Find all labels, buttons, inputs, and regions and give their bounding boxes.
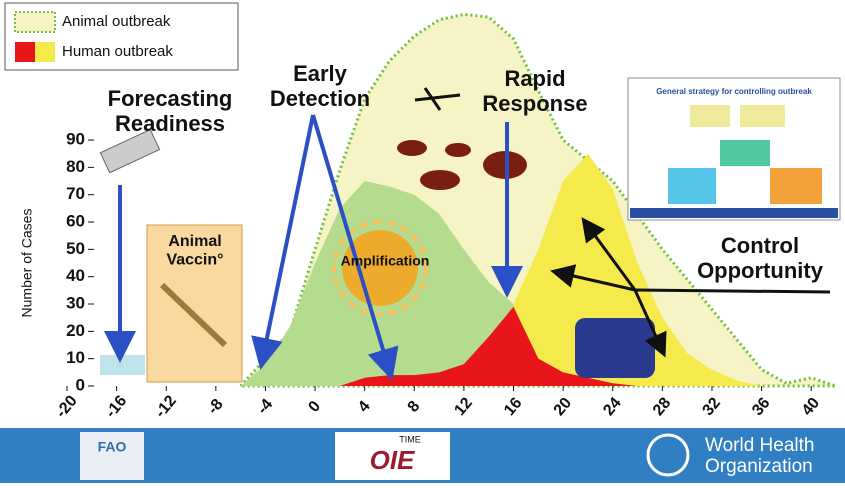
x-tick-label: 40	[799, 394, 824, 419]
y-tick-label: 80	[66, 157, 85, 176]
inset-footer	[630, 208, 838, 218]
animal-icon	[420, 170, 460, 190]
legend-swatch	[35, 42, 55, 62]
x-tick-label: -20	[53, 392, 81, 421]
inset-title: General strategy for controlling outbrea…	[656, 87, 812, 96]
mosquito-icon	[414, 87, 461, 111]
x-tick-label: 32	[700, 394, 725, 419]
legend-swatch	[14, 11, 56, 33]
arrow	[581, 217, 637, 291]
annotation: Amplification	[341, 253, 430, 269]
x-axis-label: TIME	[399, 434, 421, 444]
arrow	[550, 264, 636, 292]
x-tick-label: 28	[650, 394, 675, 419]
annotation: Vaccin°	[166, 252, 223, 269]
arrow	[634, 288, 831, 294]
animal-icon	[445, 143, 471, 157]
y-tick-label: 50	[66, 239, 85, 258]
annotation: Rapid	[504, 66, 565, 91]
x-tick-label: -16	[102, 392, 130, 421]
y-tick-label: 60	[66, 212, 85, 231]
oie-logo: OIE	[370, 445, 415, 475]
who-name: Organization	[705, 456, 813, 477]
arrow	[633, 289, 667, 358]
inset-box	[668, 168, 716, 204]
annotation: Opportunity	[697, 258, 824, 283]
legend-label: Animal outbreak	[62, 13, 171, 30]
annotation: Response	[482, 91, 587, 116]
inset-box	[720, 140, 770, 166]
y-tick-label: 90	[66, 130, 85, 149]
vaccine-box	[146, 224, 243, 383]
x-tick-label: 36	[749, 394, 774, 419]
people-icon	[575, 318, 655, 378]
sun-icon	[342, 230, 418, 306]
x-tick-label: 16	[501, 394, 526, 419]
inset-box	[740, 105, 785, 127]
y-tick-label: 70	[66, 184, 85, 203]
animal-icon	[397, 140, 427, 156]
annotation: Forecasting	[108, 86, 233, 111]
x-tick-label: -4	[254, 396, 276, 418]
x-tick-label: 24	[600, 394, 625, 419]
y-tick-label: 20	[66, 321, 85, 340]
y-tick-label: 0	[76, 375, 85, 394]
y-tick-label: 10	[66, 348, 85, 367]
legend: Animal outbreak Human outbreak	[4, 2, 239, 71]
logo-box	[335, 432, 450, 480]
who-name: World Health	[705, 435, 814, 456]
sun-ring	[332, 220, 428, 316]
annotation: Readiness	[115, 111, 225, 136]
who-emblem	[646, 433, 690, 477]
fao-logo: FAO	[98, 439, 127, 455]
annotation: Early	[293, 61, 348, 86]
y-axis-label: Number of Cases	[19, 209, 35, 318]
y-tick-label: 30	[66, 293, 85, 312]
x-tick-label: -8	[205, 396, 227, 418]
arrow	[251, 114, 315, 370]
satellite-icon	[99, 128, 161, 174]
ground-icon	[100, 355, 145, 375]
arrow	[311, 114, 399, 381]
annotation: Animal	[168, 233, 221, 250]
logo-box	[80, 432, 144, 480]
x-tick-label: 12	[451, 394, 476, 419]
annotation: Detection	[270, 86, 370, 111]
human-outbreak-area	[339, 306, 638, 386]
x-tick-label: 0	[305, 398, 324, 416]
legend-label: Human outbreak	[62, 43, 173, 60]
x-tick-label: 20	[551, 394, 576, 419]
legend-swatch	[15, 42, 35, 62]
x-tick-label: 4	[355, 398, 374, 416]
x-tick-label: 8	[405, 398, 424, 416]
y-tick-label: 40	[66, 266, 85, 285]
x-tick-label: -12	[152, 392, 180, 421]
syringe-icon	[159, 282, 228, 348]
inset-box	[770, 168, 822, 204]
inset-box	[690, 105, 730, 127]
annotation: Control	[721, 233, 799, 258]
